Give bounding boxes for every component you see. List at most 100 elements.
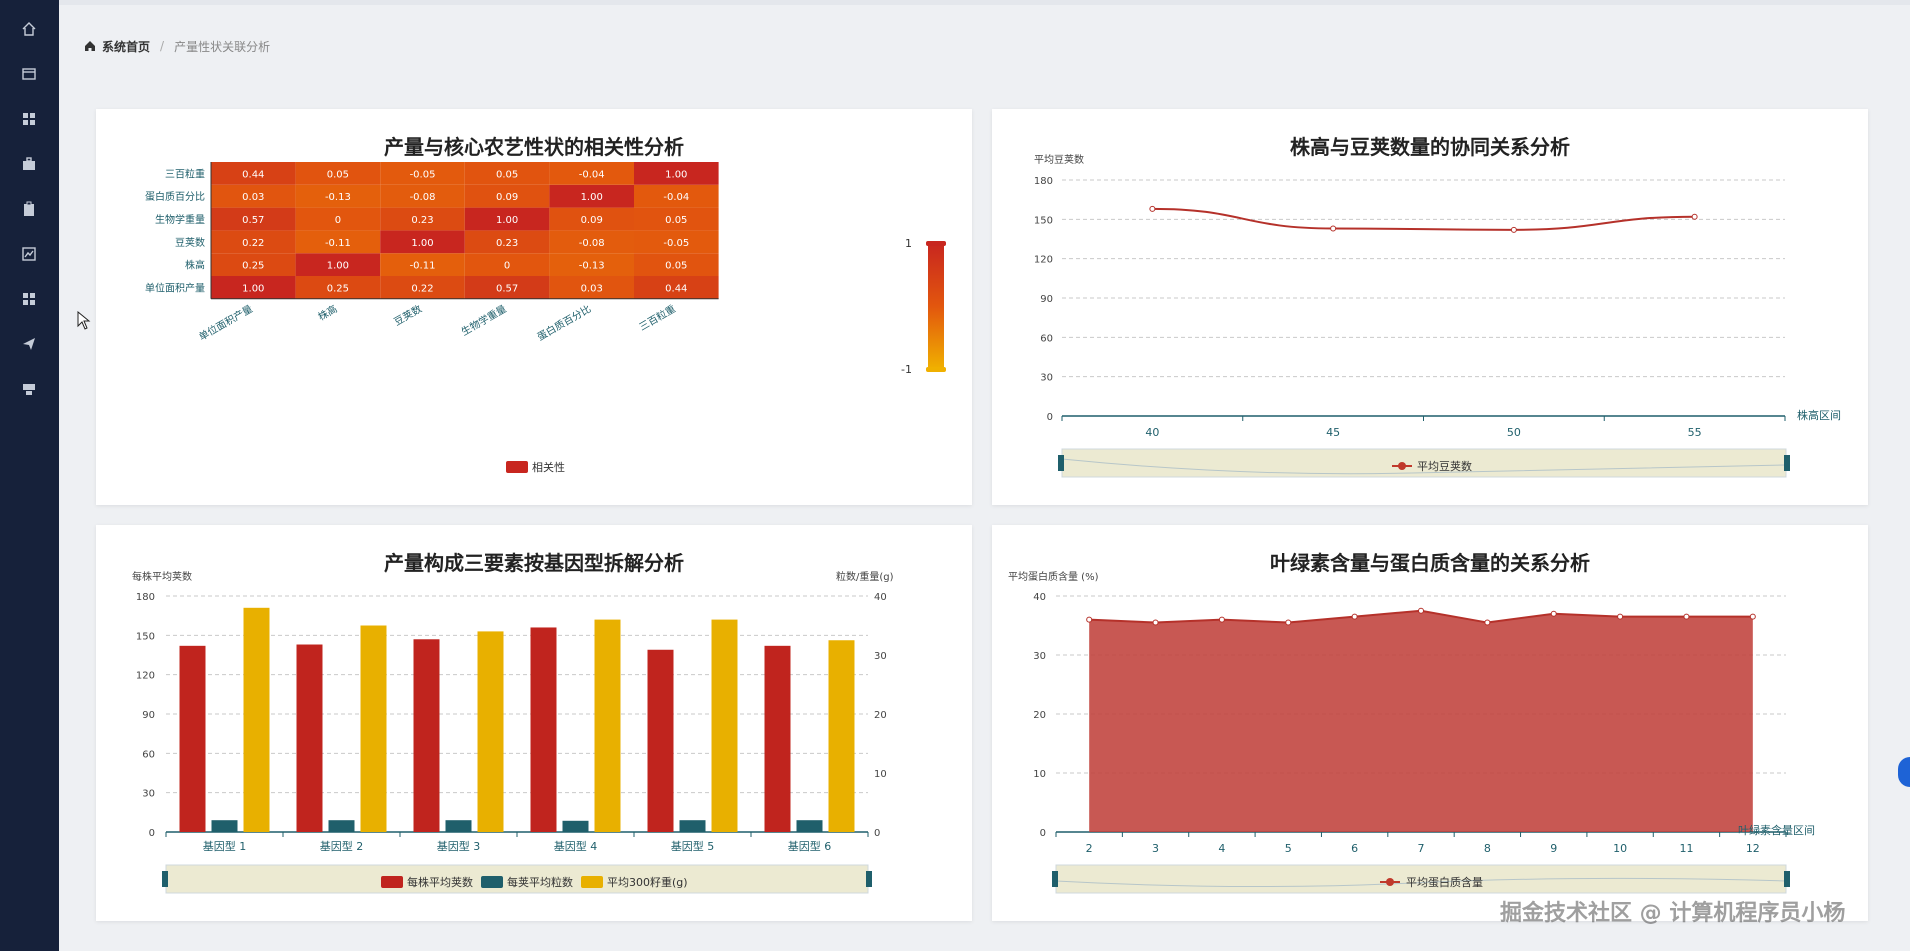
heatmap-cell-label: 0.05 bbox=[665, 261, 687, 272]
heatmap-cell-label: 0.44 bbox=[242, 169, 264, 180]
heatmap-cell bbox=[295, 184, 381, 208]
datazoom-slider[interactable] bbox=[165, 864, 869, 894]
area-title: 叶绿素含量与蛋白质含量的关系分析 bbox=[1270, 551, 1590, 575]
bar-ylabel-right: 粒数/重量(g) bbox=[836, 570, 894, 583]
breadcrumb-home[interactable]: 系统首页 bbox=[102, 39, 151, 54]
clipboard-icon[interactable] bbox=[19, 199, 39, 219]
heatmap-cell bbox=[549, 230, 634, 254]
bar-y-tick: 30 bbox=[142, 789, 155, 800]
heatmap-cell-label: -0.05 bbox=[410, 169, 436, 180]
heatmap-y-label: 单位面积产量 bbox=[145, 281, 205, 294]
area-point bbox=[1218, 616, 1225, 623]
breadcrumb-separator: / bbox=[160, 39, 165, 53]
area-legend[interactable]: 平均蛋白质含量 bbox=[1406, 875, 1483, 889]
heatmap-cell-label: -0.04 bbox=[663, 192, 689, 203]
bar-x-tick: 基因型 1 bbox=[203, 839, 247, 853]
area-point bbox=[1152, 619, 1159, 626]
line-y-tick: 30 bbox=[1040, 373, 1053, 384]
datazoom-handle-left[interactable] bbox=[1058, 455, 1064, 471]
area-point bbox=[1550, 610, 1557, 617]
heatmap-cell-label: 0.22 bbox=[411, 283, 433, 294]
heatmap-cell-label: -0.08 bbox=[410, 192, 436, 203]
area-point bbox=[1683, 613, 1690, 620]
line-title: 株高与豆荚数量的协同关系分析 bbox=[1290, 135, 1570, 159]
briefcase-icon[interactable] bbox=[19, 154, 39, 174]
heatmap-x-label: 三百粒重 bbox=[637, 302, 678, 333]
heatmap-cell-label: 0 bbox=[504, 261, 510, 272]
datazoom-handle-right[interactable] bbox=[1784, 871, 1790, 887]
visualmap-handle-bottom[interactable] bbox=[926, 367, 946, 372]
heatmap-y-label: 三百粒重 bbox=[165, 167, 205, 180]
heatmap-cell bbox=[549, 253, 634, 276]
line-y-tick: 60 bbox=[1040, 333, 1053, 344]
area-x-tick: 2 bbox=[1086, 842, 1093, 855]
heatmap-cell bbox=[549, 207, 634, 231]
home-icon[interactable] bbox=[19, 19, 39, 39]
grid-icon[interactable] bbox=[19, 109, 39, 129]
heatmap-cell bbox=[464, 162, 550, 185]
bar-seeds bbox=[796, 820, 823, 832]
bar-x-tick: 基因型 4 bbox=[554, 839, 598, 853]
heatmap-cell bbox=[464, 253, 550, 276]
area-x-tick: 3 bbox=[1152, 842, 1159, 855]
apps-icon[interactable] bbox=[19, 289, 39, 309]
mouse-cursor-icon bbox=[77, 311, 91, 330]
top-bar bbox=[59, 0, 1910, 5]
bar-y-tick-right: 40 bbox=[874, 592, 887, 603]
visualmap-max: 1 bbox=[905, 237, 912, 250]
bar-y-tick: 60 bbox=[142, 749, 155, 760]
heatmap-cell bbox=[295, 230, 381, 254]
bar-y-tick-right: 30 bbox=[874, 651, 887, 662]
area-y-tick: 0 bbox=[1040, 828, 1046, 839]
area-y-tick: 10 bbox=[1033, 769, 1046, 780]
tray-icon[interactable] bbox=[19, 379, 39, 399]
heatmap-cell bbox=[634, 253, 719, 276]
area-x-tick: 5 bbox=[1285, 842, 1292, 855]
card-icon[interactable] bbox=[19, 64, 39, 84]
line-y-tick: 0 bbox=[1047, 412, 1053, 423]
area-point bbox=[1351, 613, 1358, 620]
area-x-tick: 7 bbox=[1418, 842, 1425, 855]
heatmap-cell-label: 0.25 bbox=[242, 261, 264, 272]
legend-swatch[interactable] bbox=[506, 461, 528, 473]
heatmap-cell-label: -0.04 bbox=[579, 169, 605, 180]
heatmap-cell-label: 1.00 bbox=[411, 238, 433, 249]
bar-legend: 每株平均荚数 每荚平均粒数 平均300籽重(g) bbox=[381, 875, 688, 889]
datazoom-handle-left[interactable] bbox=[162, 871, 168, 887]
visualmap-bar[interactable] bbox=[928, 243, 944, 369]
legend-marker[interactable] bbox=[1398, 462, 1406, 470]
legend-marker[interactable] bbox=[1386, 878, 1394, 886]
bar-pods bbox=[647, 649, 674, 832]
chart-icon[interactable] bbox=[19, 244, 39, 264]
bar-pods bbox=[296, 644, 323, 832]
bar-pods bbox=[179, 645, 206, 832]
heatmap-cell-label: 0.09 bbox=[496, 192, 518, 203]
floating-action-button[interactable] bbox=[1898, 757, 1910, 787]
datazoom-handle-right[interactable] bbox=[1784, 455, 1790, 471]
heatmap-cell-label: 1.00 bbox=[665, 169, 687, 180]
send-icon[interactable] bbox=[19, 334, 39, 354]
visualmap-handle-top[interactable] bbox=[926, 241, 946, 246]
heatmap-cell bbox=[549, 184, 634, 208]
area-x-tick: 9 bbox=[1550, 842, 1557, 855]
heatmap-cell bbox=[380, 162, 465, 185]
heatmap-x-label: 单位面积产量 bbox=[196, 302, 254, 343]
area-xlabel: 叶绿素含量区间 bbox=[1738, 823, 1815, 837]
heatmap-title: 产量与核心农艺性状的相关性分析 bbox=[384, 135, 684, 159]
datazoom-preview bbox=[1055, 877, 1787, 888]
home-icon[interactable] bbox=[84, 40, 96, 52]
line-legend[interactable]: 平均豆荚数 bbox=[1417, 459, 1472, 473]
legend-label: 平均300籽重(g) bbox=[607, 875, 688, 889]
bar-pods bbox=[413, 639, 440, 832]
heatmap-cell bbox=[464, 276, 550, 299]
bar-pods bbox=[530, 627, 557, 832]
heatmap-cell bbox=[380, 253, 465, 276]
legend-label[interactable]: 相关性 bbox=[532, 460, 565, 474]
heatmap-cell bbox=[464, 230, 550, 254]
bar-y-tick: 150 bbox=[136, 631, 155, 642]
datazoom-handle-left[interactable] bbox=[1052, 871, 1058, 887]
heatmap-cell-label: -0.11 bbox=[325, 238, 351, 249]
heatmap-x-label: 株高 bbox=[316, 302, 340, 323]
datazoom-handle-right[interactable] bbox=[866, 871, 872, 887]
area-point bbox=[1484, 619, 1491, 626]
